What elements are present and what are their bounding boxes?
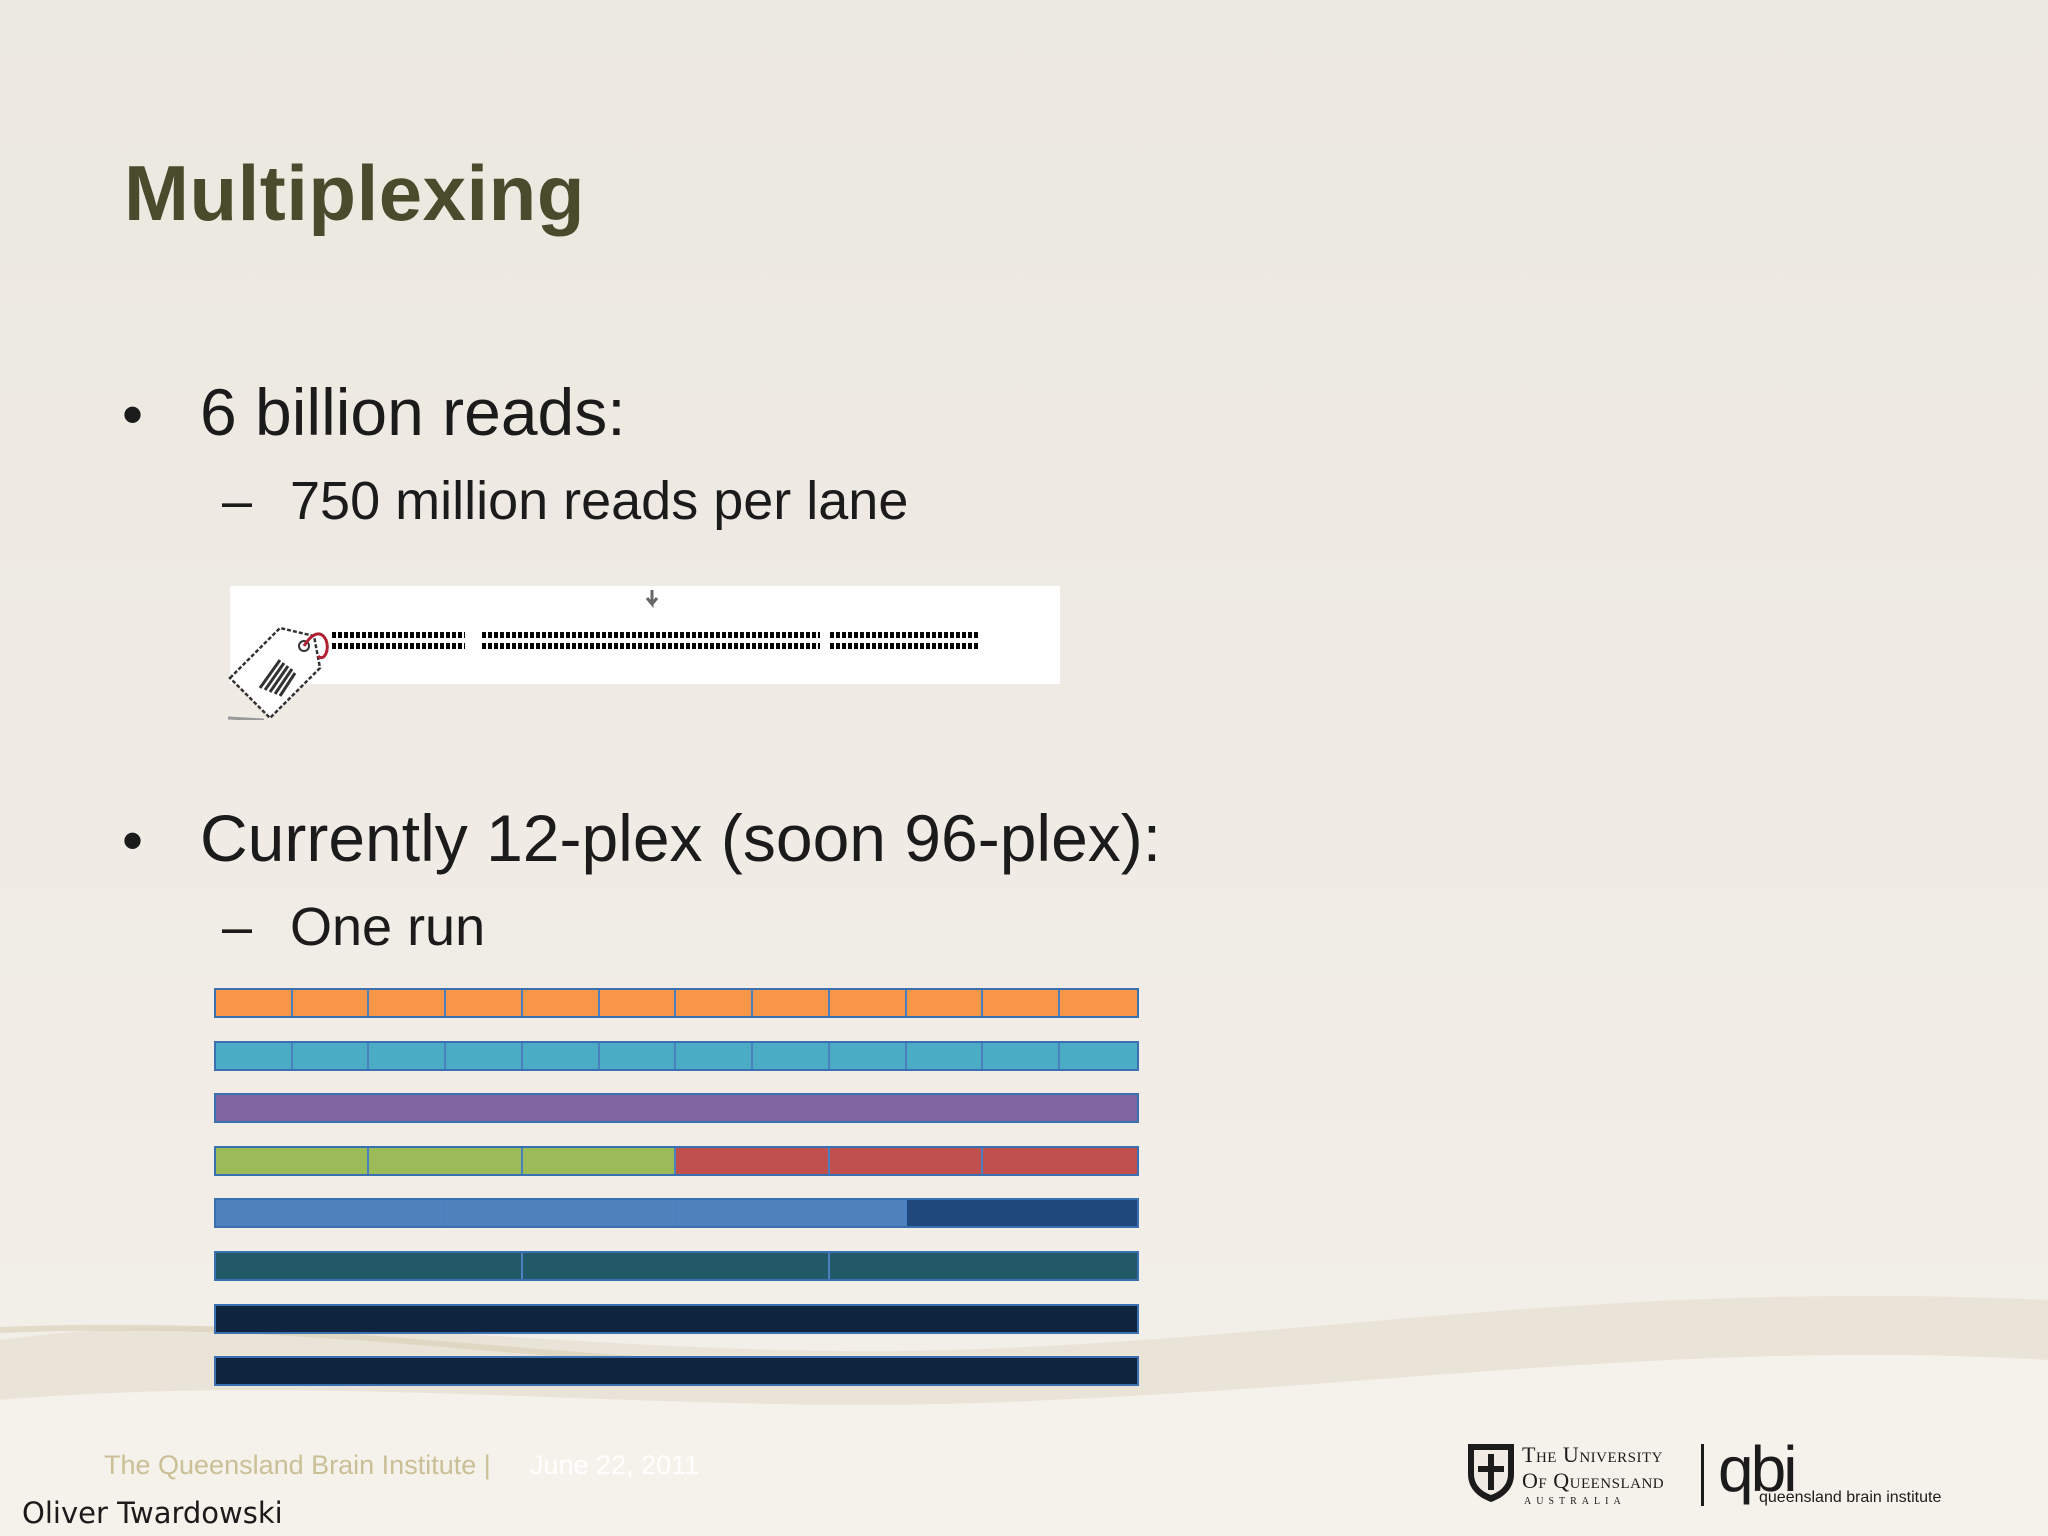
- author-name: Oliver Twardowski: [22, 1496, 283, 1530]
- lane-segment: [753, 990, 830, 1016]
- lane-segment: [829, 1042, 907, 1069]
- lane-segment: [906, 1042, 984, 1069]
- lane-segment: [599, 1042, 677, 1069]
- lane-segment: [753, 1042, 830, 1069]
- lane-segment: [522, 1042, 600, 1069]
- lane-segment: [906, 1200, 1137, 1227]
- lane-5: [214, 1198, 1139, 1229]
- lane-segment: [829, 990, 907, 1016]
- lane-segment: [829, 1147, 984, 1174]
- lane-segment: [216, 990, 293, 1016]
- uq-logo-line2: Of Queensland: [1522, 1468, 1665, 1493]
- lane-4: [214, 1145, 1139, 1176]
- sub-bullet-marker: –: [222, 471, 253, 531]
- lane-segment: [446, 1200, 677, 1227]
- lane-segment: [216, 1200, 447, 1227]
- lane-segment: [292, 990, 370, 1016]
- qbi-logo: qbi: [1718, 1433, 1797, 1505]
- slide-title: Multiplexing: [124, 149, 585, 237]
- lane-segment: [446, 1042, 523, 1069]
- bullet-text: 6 billion reads:: [200, 375, 626, 449]
- sub-bullet-marker: –: [222, 897, 253, 957]
- lane-segment: [216, 1253, 523, 1279]
- lane-segment: [599, 990, 677, 1016]
- lane-segment: [829, 1253, 1137, 1279]
- lane-2: [214, 1040, 1139, 1071]
- lane-segment: [906, 990, 984, 1016]
- uq-logo-line1: The University: [1522, 1442, 1663, 1467]
- qbi-logo-subtitle: queensland brain institute: [1759, 1489, 1942, 1506]
- lane-segment: [1060, 990, 1137, 1016]
- lane-segment: [522, 990, 600, 1016]
- lane-segment: [676, 1147, 830, 1174]
- sub-bullet-text: One run: [290, 897, 486, 957]
- uq-logo-line3: AUSTRALIA: [1524, 1496, 1626, 1507]
- logo-divider: [1701, 1444, 1704, 1506]
- lane-segment: [369, 990, 447, 1016]
- lane-3: [214, 1093, 1139, 1124]
- lane-segment: [983, 990, 1061, 1016]
- lane-segment: [983, 1042, 1061, 1069]
- sub-bullet-text: 750 million reads per lane: [290, 471, 909, 531]
- lane-segment: [216, 1042, 293, 1069]
- lane-6: [214, 1251, 1139, 1281]
- lane-segment: [522, 1253, 830, 1279]
- lane-segment: [216, 1305, 1137, 1332]
- lane-segment: [216, 1147, 370, 1174]
- bullet-marker: •: [122, 807, 144, 874]
- bullet-text: Currently 12-plex (soon 96-plex):: [200, 801, 1162, 875]
- lane-segment: [216, 1358, 1137, 1385]
- uq-crest-icon: [1468, 1444, 1514, 1502]
- lane-segment: [369, 1042, 447, 1069]
- footer-date: June 22, 2011: [530, 1450, 700, 1480]
- lane-1: [214, 988, 1139, 1018]
- lane-segment: [676, 990, 754, 1016]
- lane-segment: [983, 1147, 1137, 1174]
- bullet-marker: •: [122, 381, 144, 448]
- read-strands-illustration: [330, 590, 980, 649]
- lane-segment: [676, 1200, 907, 1227]
- read-diagram: [230, 586, 1060, 684]
- lane-segment: [446, 990, 523, 1016]
- lane-7: [214, 1303, 1139, 1334]
- lane-segment: [292, 1042, 370, 1069]
- footer-institute: The Queensland Brain Institute |: [104, 1450, 491, 1480]
- lane-8: [214, 1356, 1139, 1387]
- lane-segment: [676, 1042, 754, 1069]
- lane-segment: [1060, 1042, 1137, 1069]
- lane-segment: [522, 1147, 677, 1174]
- lane-segment: [216, 1095, 1137, 1122]
- lane-segment: [369, 1147, 523, 1174]
- barcode-tag-icon: [227, 626, 329, 720]
